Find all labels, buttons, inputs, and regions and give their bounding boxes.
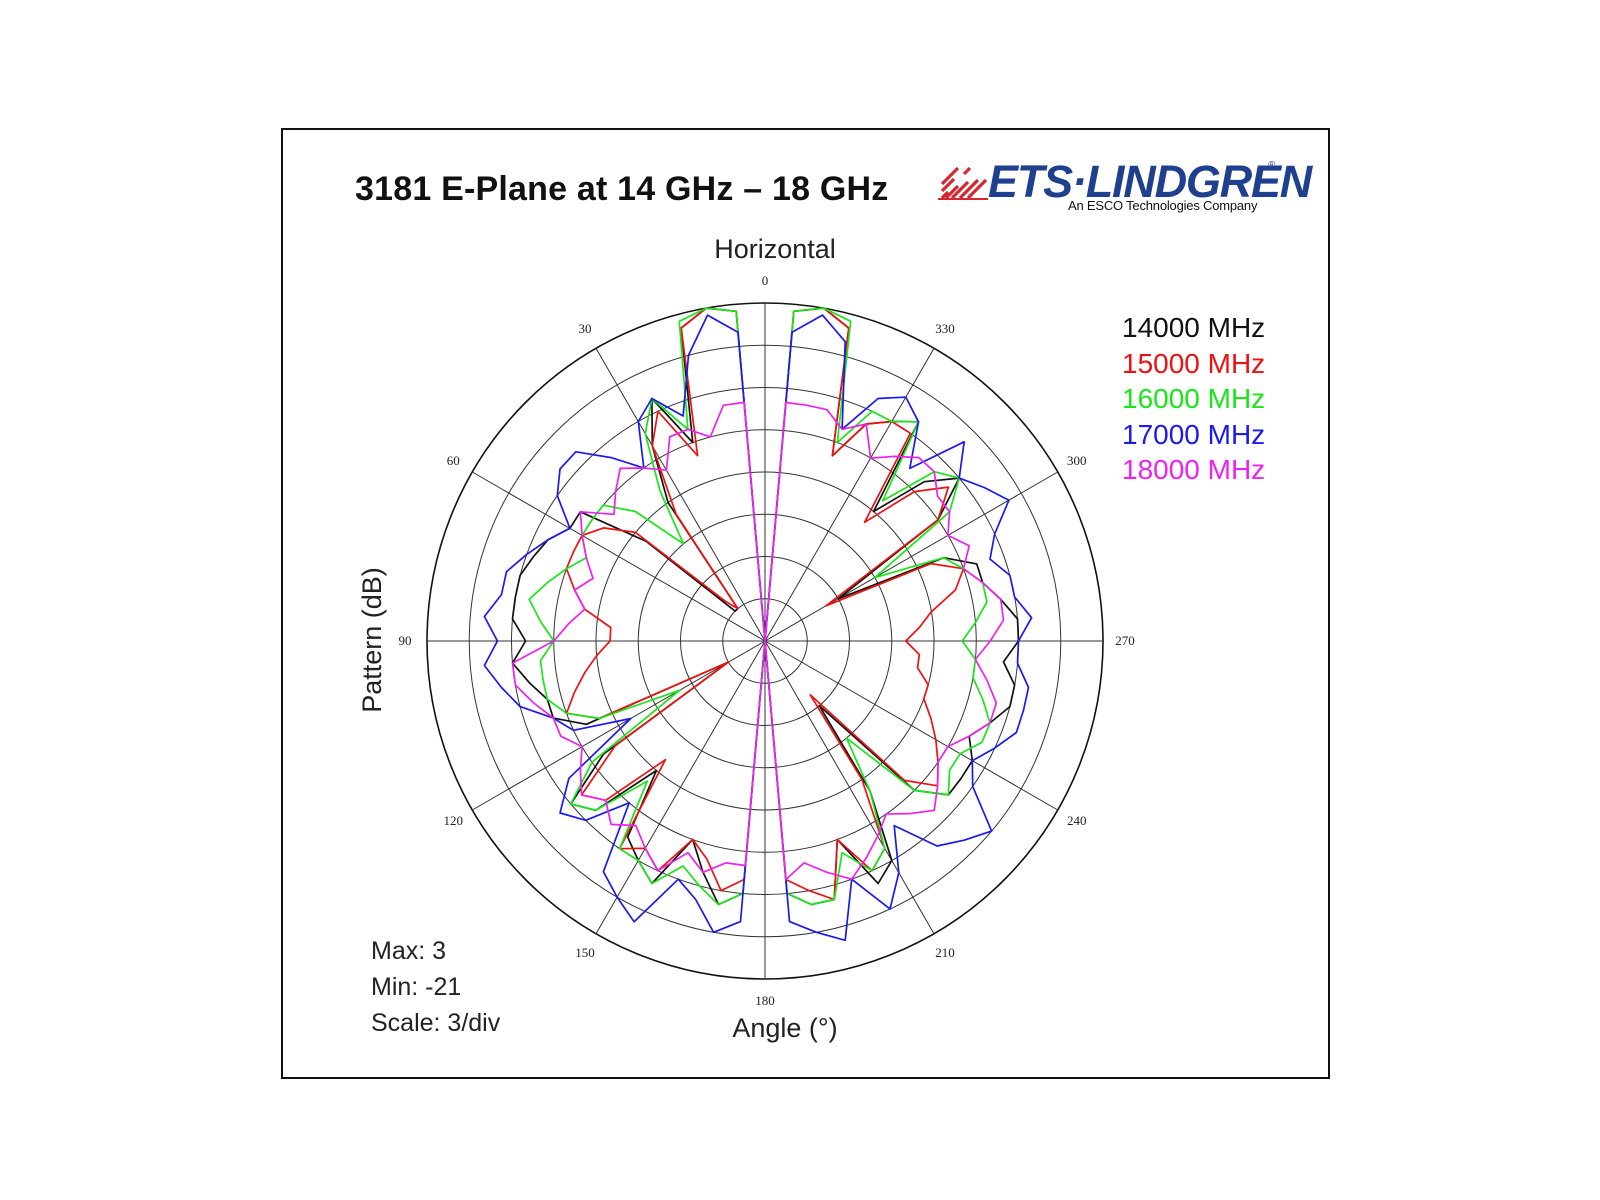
logo-registered-mark: ® [1268,160,1276,171]
series-trace-4 [483,314,1033,942]
grid-spoke [595,348,766,642]
angle-tick-label: 90 [399,633,412,648]
logo-tagline: An ESCO Technologies Company [1068,198,1258,213]
min-label: Min: -21 [371,973,462,1001]
logo-wordmark: ETS·LINDGREN [988,156,1312,207]
scale-label: Scale: 3/div [371,1009,501,1037]
grid-spoke [595,640,766,934]
angle-tick-label: 210 [935,945,955,960]
page-title: 3181 E-Plane at 14 GHz – 18 GHz [355,170,889,208]
angle-tick-label: 150 [575,945,595,960]
chart-frame [281,128,1330,1079]
grid-spoke [764,640,935,934]
angle-tick-label: 300 [1067,453,1087,468]
y-axis-label: Pattern (dB) [357,567,387,713]
angle-tick-label: 120 [443,813,463,828]
chart-title: Horizontal [714,234,836,264]
angle-tick-label: 330 [935,321,955,336]
legend-entry: 17000 MHz [1122,418,1266,450]
max-label: Max: 3 [371,937,447,965]
company-logo: ETS·LINDGREN ® An ESCO Technologies Comp… [938,158,1312,220]
signal-waves-icon [938,166,988,200]
angle-tick-label: 270 [1115,633,1135,648]
angle-tick-label: 180 [755,993,775,1008]
series-trace-5 [511,401,1005,881]
grid-spoke [472,640,766,811]
legend-entry: 16000 MHz [1122,383,1266,414]
x-axis-label: Angle (°) [732,1013,837,1043]
series-traces [483,307,1033,942]
chart-legend: 14000 MHz 15000 MHz 16000 MHz 17000 MHz 1800… [1122,310,1265,488]
chart-stats: Max: 3 Min: -21 Scale: 3/div [371,933,500,1041]
legend-entry: 14000 MHz [1122,312,1266,343]
angle-tick-label: 0 [762,273,769,288]
angle-tick-label: 30 [579,321,592,336]
angle-tick-label: 240 [1067,813,1087,828]
angle-tick-label: 60 [447,453,460,468]
grid-spoke [472,471,766,642]
legend-entry: 18000 MHz [1122,454,1266,485]
angle-tick-labels: 0 30 60 90 120 150 180 210 240 270 300 330 [399,273,1135,1008]
legend-entry: 15000 MHz [1122,347,1266,379]
grid-spoke [764,640,1058,811]
